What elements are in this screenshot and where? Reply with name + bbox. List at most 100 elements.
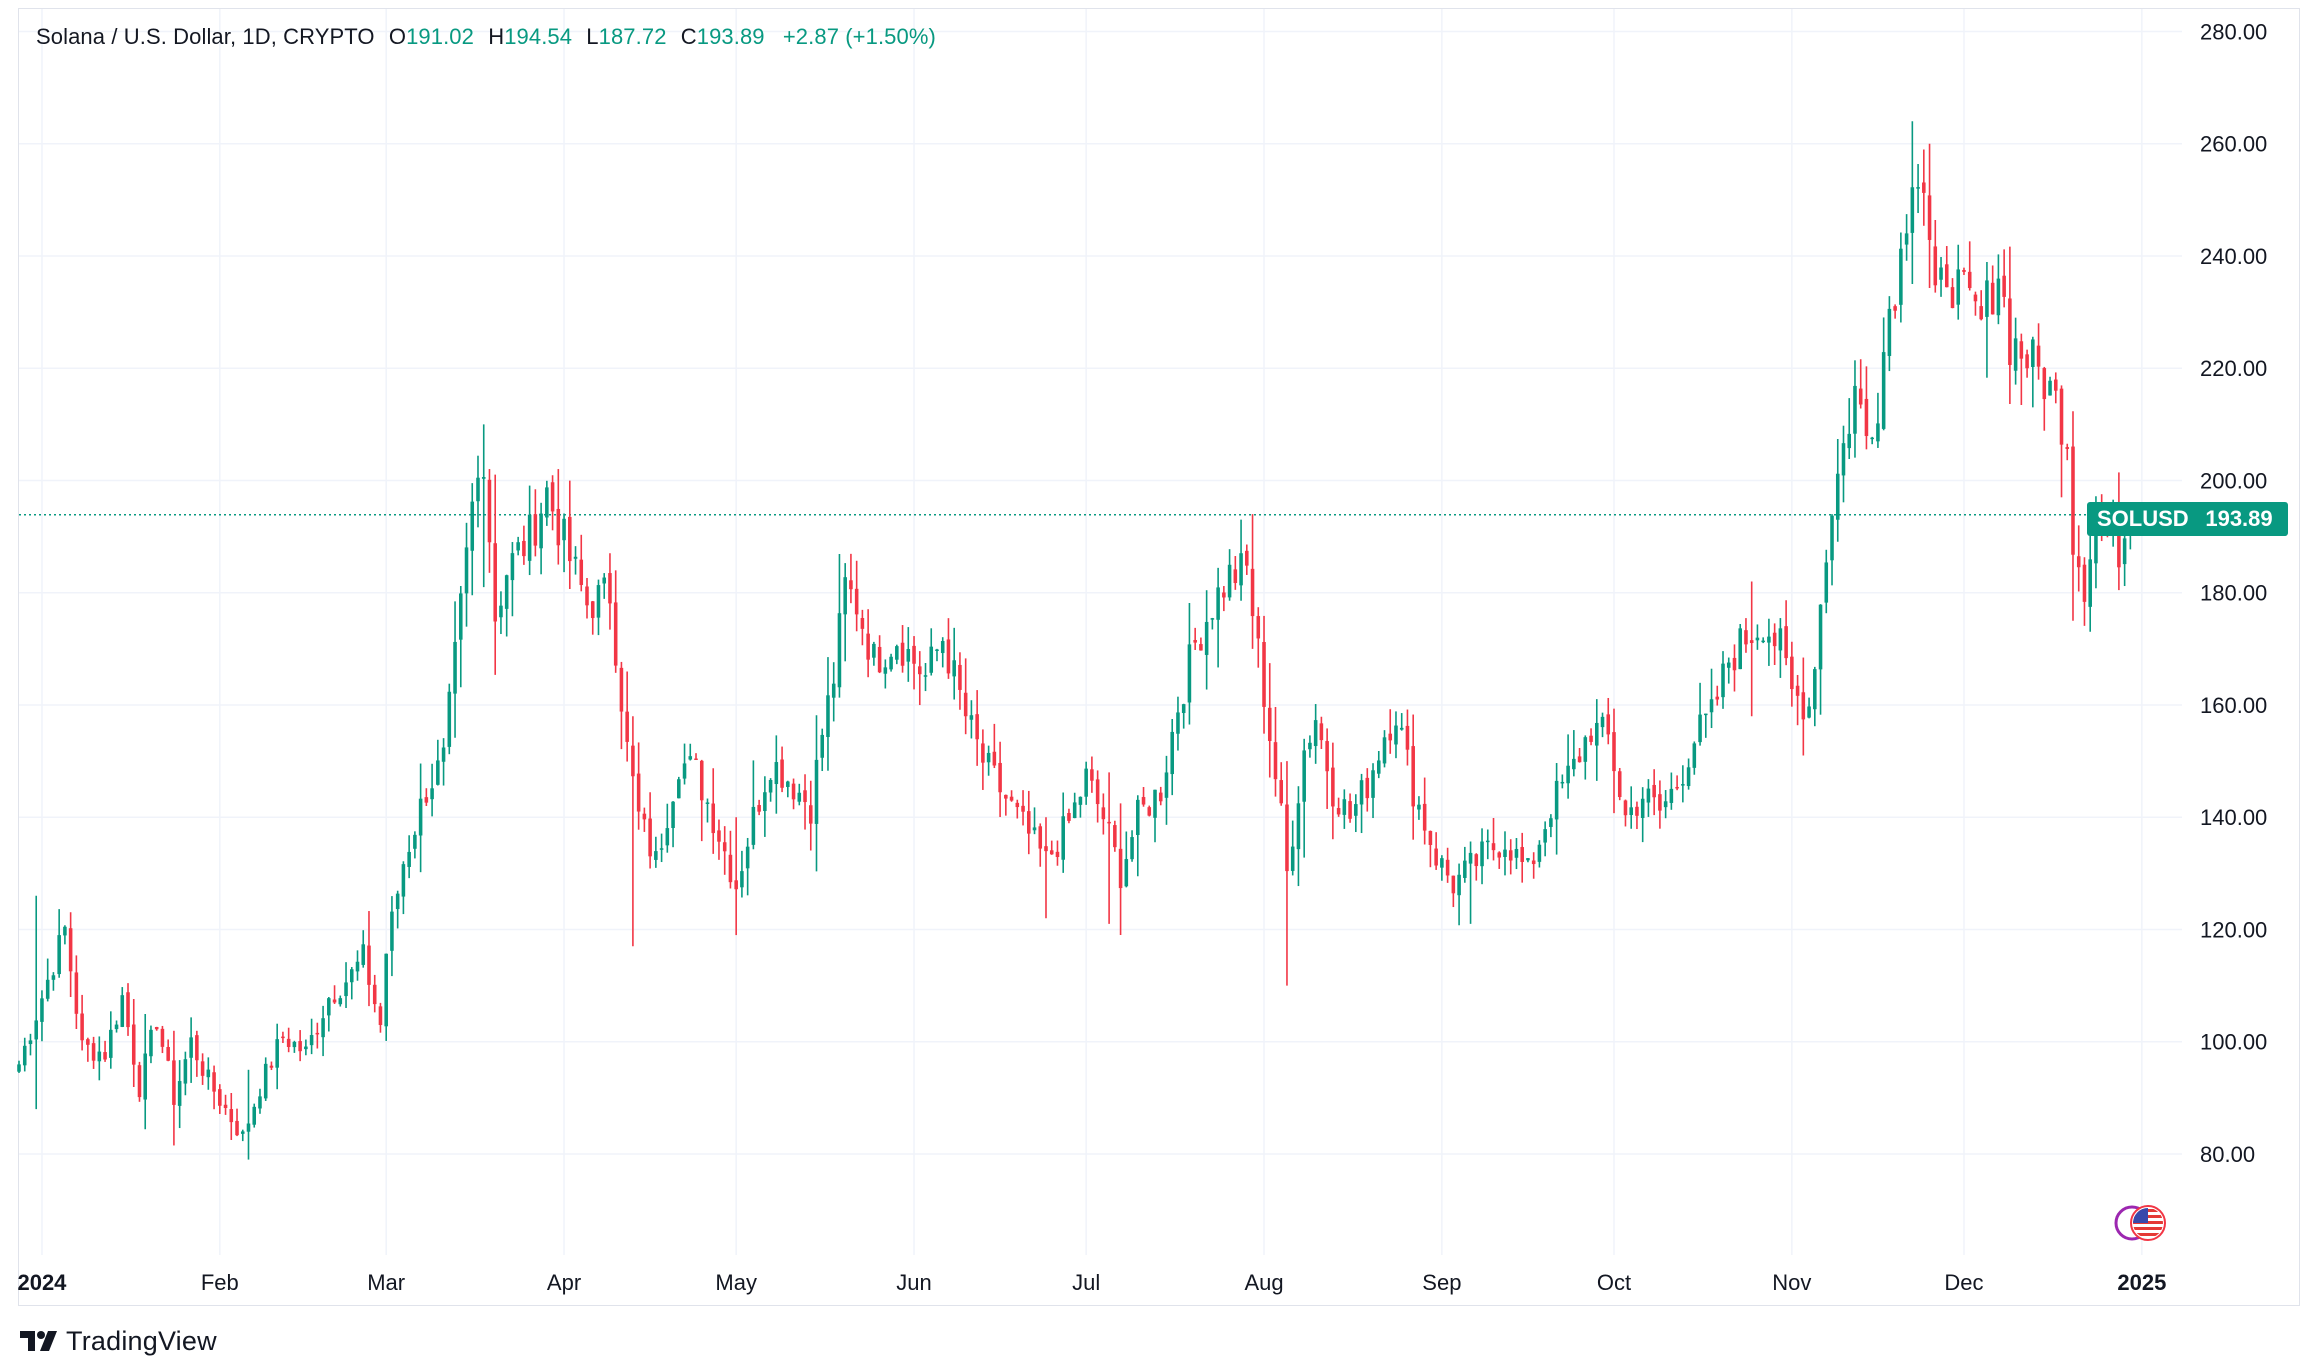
candle-body	[1617, 771, 1622, 798]
candle-body	[1399, 727, 1404, 730]
candle-body	[1629, 807, 1633, 816]
candle-body	[1032, 827, 1037, 831]
y-tick-label: 280.00	[2200, 19, 2267, 44]
candle-body	[476, 477, 480, 502]
candle-body	[751, 806, 756, 845]
candle-body	[40, 998, 44, 1022]
candle-body	[1600, 716, 1605, 728]
candle-body	[1067, 812, 1071, 821]
candle-body	[1537, 844, 1542, 862]
candle-body	[1267, 707, 1272, 741]
candle-body	[1772, 632, 1777, 647]
candle-body	[1635, 806, 1639, 816]
candle-body	[728, 854, 733, 883]
candle-body	[608, 573, 612, 604]
candle-body	[1646, 788, 1651, 803]
candle-body	[1422, 803, 1427, 831]
candle-body	[2042, 368, 2047, 400]
candle-body	[1508, 850, 1513, 861]
candle-body	[1382, 737, 1387, 764]
candle-body	[688, 756, 693, 760]
candle-body	[1744, 630, 1748, 645]
candle-body	[895, 646, 899, 660]
candle-body	[401, 864, 406, 897]
candle-body	[1663, 801, 1668, 808]
candle-body	[1055, 851, 1060, 858]
candle-body	[1531, 860, 1536, 865]
y-tick-label: 220.00	[2200, 356, 2267, 381]
candle-body	[1348, 801, 1352, 819]
candle-body	[298, 1041, 302, 1052]
candle-body	[1830, 515, 1834, 561]
candle-body	[958, 664, 962, 690]
candle-body	[235, 1120, 239, 1136]
candle-body	[2019, 341, 2024, 359]
candle-body	[327, 998, 331, 1016]
candle-body	[872, 643, 876, 658]
candle-body	[1463, 860, 1467, 878]
candle-body	[1939, 267, 1943, 280]
candle-body	[797, 792, 802, 802]
candle-body	[763, 792, 767, 812]
candle-body	[378, 1006, 383, 1025]
candle-body	[757, 805, 761, 812]
candle-body	[1451, 875, 1456, 894]
candle-body	[430, 788, 434, 800]
candle-body	[1761, 640, 1765, 643]
candle-body	[1749, 640, 1754, 644]
tradingview-logo-icon	[20, 1331, 57, 1351]
candle-body	[189, 1037, 193, 1058]
candle-body	[166, 1047, 170, 1061]
candle-body	[2002, 275, 2006, 297]
candle-body	[1669, 788, 1674, 803]
candle-body	[1686, 767, 1691, 787]
candle-body	[786, 781, 790, 787]
candle-body	[1141, 797, 1146, 805]
candle-body	[137, 1065, 142, 1098]
x-tick-label: Apr	[547, 1270, 581, 1295]
candle-body	[1778, 628, 1783, 651]
candle-body	[556, 508, 561, 546]
candle-body	[1640, 798, 1645, 819]
candle-body	[1170, 731, 1174, 775]
candle-body	[1623, 800, 1628, 816]
us-flag-icon[interactable]	[2110, 1203, 2174, 1243]
legend-change: +2.87 (+1.50%)	[782, 24, 936, 49]
candle-body	[355, 961, 360, 972]
candle-body	[120, 995, 125, 1027]
candle-body	[1973, 294, 1978, 302]
candle-body	[981, 743, 985, 763]
candle-body	[504, 575, 509, 609]
candle-body	[803, 790, 807, 803]
candle-body	[631, 745, 635, 777]
candle-body	[1933, 246, 1938, 286]
price-axis[interactable]: 80.00 100.00 120.00 140.00 160.00 180.00 200.0…	[2200, 19, 2267, 1167]
candle-body	[1021, 805, 1025, 812]
candle-body	[258, 1096, 262, 1109]
candle-body	[1899, 248, 1903, 305]
candle-body	[1250, 568, 1255, 617]
candle-body	[195, 1035, 199, 1061]
candle-body	[321, 1018, 325, 1038]
candle-body	[1813, 669, 1817, 710]
candle-body	[740, 871, 744, 888]
candle-body	[1996, 278, 2001, 316]
candle-body	[1480, 841, 1484, 867]
candle-body	[854, 588, 859, 615]
candle-body	[1990, 282, 1995, 315]
candle-body	[206, 1069, 211, 1078]
candle-body	[1285, 804, 1289, 872]
candle-body	[361, 944, 366, 965]
candle-body	[1308, 742, 1312, 750]
time-axis[interactable]: 2024 Feb Mar Apr May Jun Jul Aug Sep Oct Nov Dec 202…	[17, 1270, 2166, 1295]
candle-body	[149, 1029, 153, 1057]
candle-body	[849, 580, 853, 590]
candle-body	[212, 1072, 216, 1092]
candle-body	[814, 759, 819, 824]
candle-body	[1313, 720, 1318, 747]
candle-body	[1072, 802, 1077, 819]
footer-brand[interactable]: TradingView	[20, 1324, 217, 1358]
candle-body	[470, 501, 475, 551]
candle-body	[1835, 473, 1840, 520]
